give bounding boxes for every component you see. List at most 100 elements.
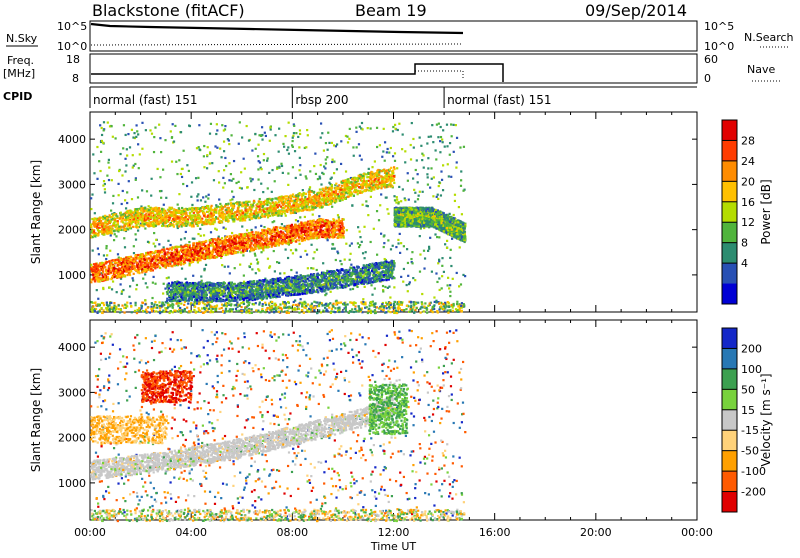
scatter-cell: [160, 151, 162, 153]
clutter-cell: [123, 307, 125, 309]
band-cell: [100, 264, 102, 266]
clutter-cell: [231, 310, 233, 312]
scatter-cell: [121, 174, 123, 176]
clutter-cell: [393, 303, 395, 305]
scatter-cell: [197, 193, 199, 195]
scatter-cell: [146, 286, 148, 288]
band-cell: [302, 234, 304, 236]
band-cell: [282, 240, 284, 242]
scatter-cell: [171, 160, 173, 162]
scatter-cell: [281, 223, 283, 225]
band-cell: [287, 231, 289, 233]
clutter-cell: [350, 302, 352, 304]
scatter-cell: [421, 153, 423, 155]
scatter-cell: [384, 160, 386, 162]
scatter-cell: [251, 149, 253, 151]
band-cell: [121, 262, 123, 264]
nave-line: [415, 71, 463, 78]
scatter-cell: [362, 298, 364, 300]
band-cell: [232, 235, 234, 237]
band-cell: [184, 252, 186, 254]
scatter-cell: [351, 242, 353, 244]
scatter-cell: [213, 179, 215, 181]
clutter-cell: [303, 301, 305, 303]
band-cell: [217, 237, 219, 239]
scatter-cell: [124, 158, 126, 160]
scatter-cell: [154, 126, 156, 128]
clutter-cell: [292, 304, 294, 306]
band-cell: [234, 247, 236, 249]
clutter-cell: [297, 304, 299, 306]
scatter-cell: [96, 178, 98, 180]
scatter-cell: [246, 229, 248, 231]
clutter-cell: [314, 306, 316, 308]
clutter-cell: [403, 309, 405, 311]
scatter-cell: [124, 170, 126, 172]
clutter-cell: [204, 308, 206, 310]
scatter-cell: [223, 150, 225, 152]
scatter-cell: [325, 158, 327, 160]
band-cell: [198, 255, 200, 257]
scatter-cell: [111, 125, 113, 127]
scatter-cell: [282, 172, 284, 174]
clutter-cell: [121, 304, 123, 306]
scatter-cell: [188, 170, 190, 172]
scatter-cell: [447, 277, 449, 279]
scatter-cell: [257, 168, 259, 170]
scatter-cell: [432, 195, 434, 197]
clutter-cell: [151, 302, 153, 304]
scatter-cell: [233, 160, 235, 162]
scatter-cell: [331, 159, 333, 161]
band-cell: [328, 236, 330, 238]
band-cell: [287, 242, 289, 244]
clutter-cell: [110, 302, 112, 304]
scatter-cell: [438, 236, 440, 238]
scatter-cell: [273, 250, 275, 252]
freq-strip-frame: [90, 54, 697, 83]
scatter-cell: [413, 147, 415, 149]
clutter-cell: [142, 310, 144, 312]
clutter-cell: [390, 304, 392, 306]
band-cell: [254, 242, 256, 244]
clutter-cell: [366, 306, 368, 308]
scatter-cell: [450, 265, 452, 267]
clutter-cell: [142, 302, 144, 304]
band-cell: [182, 263, 184, 265]
scatter-cell: [403, 268, 405, 270]
scatter-cell: [262, 191, 264, 193]
band-cell: [301, 227, 303, 229]
scatter-cell: [151, 297, 153, 299]
band-cell: [117, 259, 119, 261]
band-cell: [150, 251, 152, 253]
scatter-cell: [241, 187, 243, 189]
scatter-cell: [231, 198, 233, 200]
scatter-cell: [404, 161, 406, 163]
band-cell: [223, 251, 225, 253]
scatter-cell: [279, 303, 281, 305]
scatter-cell: [320, 183, 322, 185]
scatter-cell: [108, 159, 110, 161]
scatter-cell: [248, 265, 250, 267]
scatter-cell: [437, 194, 439, 196]
band-cell: [287, 226, 289, 228]
scatter-cell: [327, 149, 329, 151]
scatter-cell: [442, 141, 444, 143]
clutter-cell: [412, 301, 414, 303]
band-cell: [128, 256, 130, 258]
scatter-cell: [240, 171, 242, 173]
scatter-cell: [99, 170, 101, 172]
scatter-cell: [378, 219, 380, 221]
scatter-cell: [389, 296, 391, 298]
scatter-cell: [336, 143, 338, 145]
band-cell: [200, 248, 202, 250]
scatter-cell: [393, 195, 395, 197]
scatter-cell: [133, 132, 135, 134]
scatter-cell: [121, 293, 123, 295]
freq-label-2: [MHz]: [3, 67, 35, 80]
scatter-cell: [370, 241, 372, 243]
clutter-cell: [370, 304, 372, 306]
clutter-cell: [310, 305, 312, 307]
scatter-cell: [131, 311, 133, 313]
scatter-cell: [192, 238, 194, 240]
band-cell: [340, 220, 342, 222]
